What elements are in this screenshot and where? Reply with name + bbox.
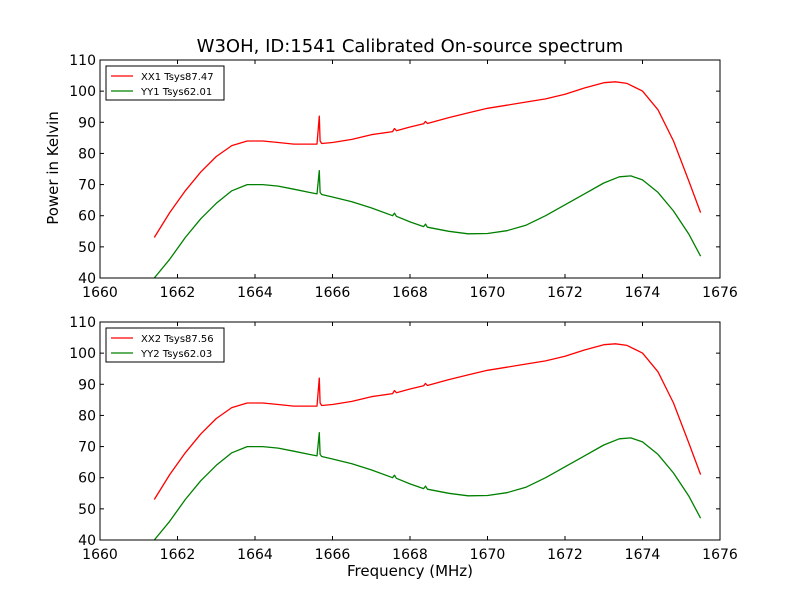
x-axis-label: Frequency (MHz) (347, 562, 473, 580)
legend-box (105, 65, 225, 101)
x-tick-label: 1662 (160, 547, 196, 563)
x-tick-label: 1672 (547, 547, 583, 563)
x-tick-label: 1664 (237, 547, 273, 563)
series-line-1 (153, 81, 702, 238)
y-tick-label: 100 (69, 346, 96, 362)
x-tick-label: 1674 (625, 285, 661, 301)
y-tick-label: 40 (78, 271, 96, 287)
y-tick-label: 110 (69, 53, 96, 69)
plot-panel-top: 1660 1662 1664 1666 1668 1670 1672 1674 1676 40 50… (69, 53, 738, 301)
x-tick-label: 1670 (470, 547, 506, 563)
x-tick-label: 1662 (160, 285, 196, 301)
y-tick-label: 60 (78, 209, 96, 225)
x-tick-label: 1666 (315, 285, 351, 301)
x-tick-label: 1666 (315, 547, 351, 563)
y-tick-label: 50 (78, 240, 96, 256)
y-tick-label: 70 (78, 178, 96, 194)
y-tick-label: 90 (78, 377, 96, 393)
x-tick-label: 1668 (392, 547, 428, 563)
plot-panel-bottom: 1660 1662 1664 1666 1668 1670 1672 1674 1676 40 50… (69, 315, 738, 563)
y-tick-label: 90 (78, 115, 96, 131)
x-tick-label: 1660 (82, 285, 118, 301)
y-tick-label: 80 (78, 146, 96, 162)
y-axis-label: Power in Kelvin (44, 111, 62, 225)
chart-title: W3OH, ID:1541 Calibrated On-source spect… (197, 36, 624, 57)
legend-box (105, 327, 225, 363)
series-line-2 (153, 169, 702, 279)
legend-label: YY2 Tsys62.03 (140, 349, 212, 360)
x-tick-label: 1660 (82, 547, 118, 563)
x-tick-label: 1670 (470, 285, 506, 301)
y-tick-label: 70 (78, 440, 96, 456)
y-tick-label: 50 (78, 502, 96, 518)
x-tick-label: 1672 (547, 285, 583, 301)
y-tick-label: 100 (69, 84, 96, 100)
x-tick-label: 1674 (625, 547, 661, 563)
legend-label: XX2 Tsys87.56 (141, 334, 214, 345)
x-tick-label: 1676 (702, 285, 738, 301)
y-tick-label: 40 (78, 533, 96, 549)
y-tick-label: 110 (69, 315, 96, 331)
legend-label: XX1 Tsys87.47 (141, 72, 214, 83)
series-line-2 (153, 431, 702, 541)
x-tick-label: 1668 (392, 285, 428, 301)
legend-label: YY1 Tsys62.01 (140, 87, 212, 98)
x-tick-label: 1676 (702, 547, 738, 563)
x-tick-label: 1664 (237, 285, 273, 301)
y-tick-label: 80 (78, 408, 96, 424)
series-line-1 (153, 343, 702, 500)
y-tick-label: 60 (78, 471, 96, 487)
